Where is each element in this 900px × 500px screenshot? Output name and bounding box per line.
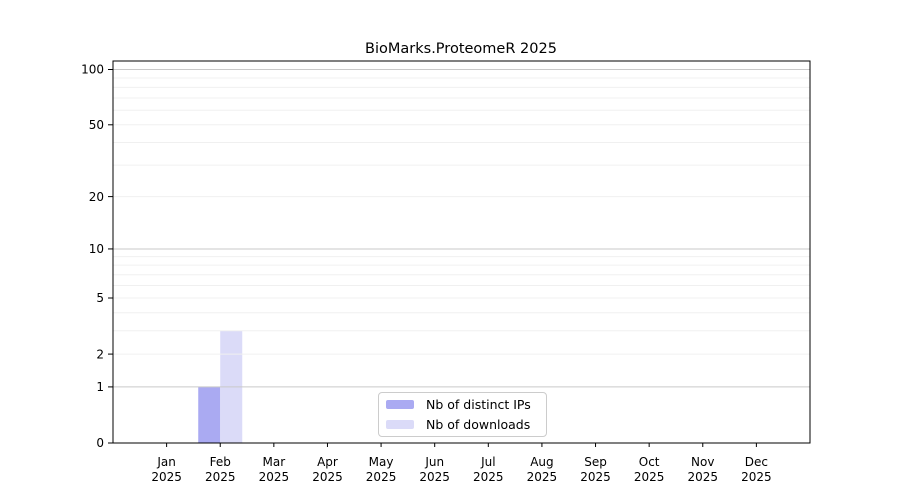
y-tick-label: 50	[89, 118, 104, 132]
legend: Nb of distinct IPs Nb of downloads	[378, 392, 547, 437]
x-tick-label-month: Nov	[691, 455, 714, 469]
legend-swatch-distinct-ips	[386, 400, 414, 410]
x-tick-label-year: 2025	[687, 470, 718, 484]
y-tick-label: 1	[96, 380, 104, 394]
x-tick-label-month: Dec	[745, 455, 768, 469]
x-tick-label-year: 2025	[205, 470, 236, 484]
chart-title: BioMarks.ProteomeR 2025	[365, 41, 557, 57]
x-tick-label-year: 2025	[312, 470, 343, 484]
x-tick-label-year: 2025	[366, 470, 397, 484]
x-tick-label-month: Sep	[584, 455, 607, 469]
legend-item-distinct-ips: Nb of distinct IPs	[379, 397, 546, 412]
x-tick-label-year: 2025	[580, 470, 611, 484]
y-tick-label: 0	[96, 436, 104, 450]
x-tick-label-month: Aug	[530, 455, 553, 469]
x-tick-label-year: 2025	[473, 470, 504, 484]
y-tick-label: 5	[96, 291, 104, 305]
x-tick-label-year: 2025	[259, 470, 290, 484]
bar-nb-of-distinct-ips-feb	[198, 386, 221, 443]
y-tick-label: 100	[81, 63, 104, 77]
x-tick-label-month: Feb	[210, 455, 231, 469]
x-tick-label-year: 2025	[634, 470, 665, 484]
x-tick-label-year: 2025	[151, 470, 182, 484]
x-tick-label-year: 2025	[741, 470, 772, 484]
axes-layer: 0125102050100Jan2025Feb2025Mar2025Apr202…	[81, 60, 811, 484]
plot-box	[112, 60, 811, 444]
y-tick-label: 20	[89, 190, 104, 204]
x-tick-label-month: Jan	[156, 455, 176, 469]
legend-label-distinct-ips: Nb of distinct IPs	[426, 397, 531, 413]
x-tick-label-month: Mar	[263, 455, 286, 469]
y-tick-label: 10	[89, 242, 104, 256]
x-tick-label-year: 2025	[527, 470, 558, 484]
gridlines-layer	[113, 69, 810, 388]
x-tick-label-month: Jun	[424, 455, 444, 469]
x-tick-label-month: Oct	[639, 455, 660, 469]
x-tick-label-month: Apr	[317, 455, 338, 469]
x-tick-label-month: May	[369, 455, 394, 469]
legend-item-downloads: Nb of downloads	[379, 417, 546, 432]
legend-label-downloads: Nb of downloads	[426, 416, 531, 432]
x-tick-label-year: 2025	[419, 470, 450, 484]
x-tick-label-month: Jul	[480, 455, 495, 469]
y-tick-label: 2	[96, 347, 104, 361]
legend-swatch-downloads	[386, 419, 414, 429]
